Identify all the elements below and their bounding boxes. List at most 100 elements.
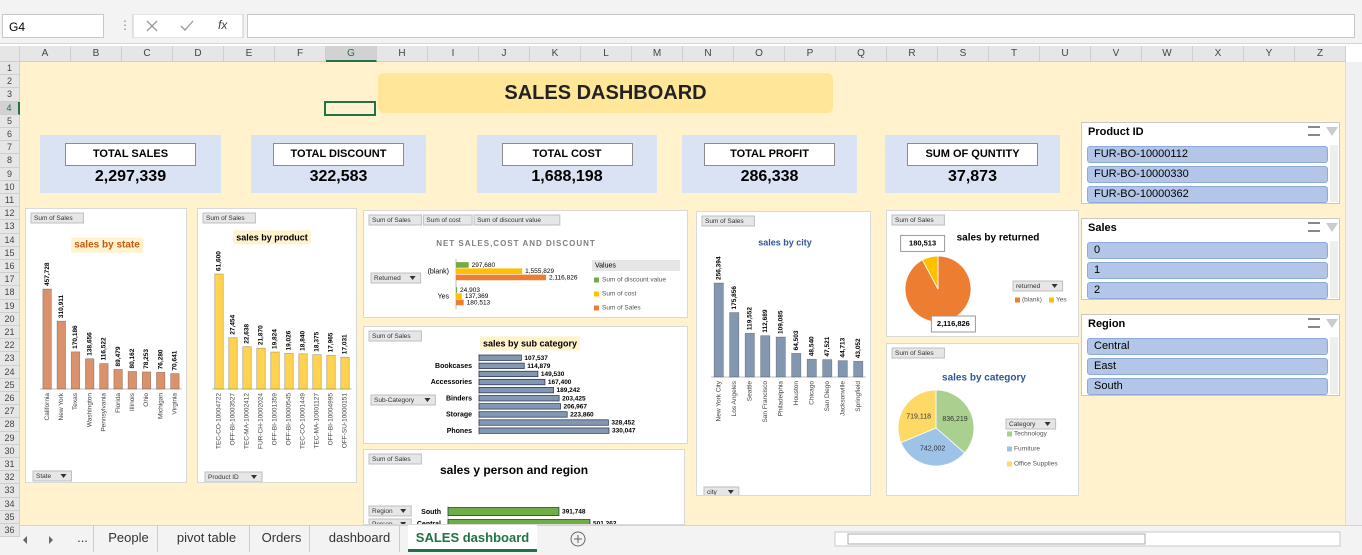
column-header[interactable]: M xyxy=(632,46,683,62)
filter-button[interactable] xyxy=(370,272,422,284)
row-header[interactable]: 33 xyxy=(0,484,20,498)
add-sheet[interactable] xyxy=(570,531,586,547)
sheet-tab[interactable]: SALES dashboard xyxy=(408,525,537,552)
row-header[interactable]: 13 xyxy=(0,220,20,234)
slicer-item[interactable]: 0 xyxy=(1087,242,1328,259)
column-header[interactable]: A xyxy=(20,46,71,62)
column-header[interactable]: D xyxy=(173,46,224,62)
row-header[interactable]: 26 xyxy=(0,392,20,406)
field-button[interactable] xyxy=(30,212,84,224)
row-header[interactable]: 18 xyxy=(0,286,20,300)
sheet-tab[interactable]: ... xyxy=(72,525,94,552)
row-header[interactable]: 31 xyxy=(0,458,20,472)
row-header[interactable]: 2 xyxy=(0,75,20,89)
row-header[interactable]: 21 xyxy=(0,326,20,340)
row-header[interactable]: 16 xyxy=(0,260,20,274)
column-header[interactable]: U xyxy=(1040,46,1091,62)
row-header[interactable]: 19 xyxy=(0,299,20,313)
column-header[interactable]: N xyxy=(683,46,734,62)
row-header[interactable]: 32 xyxy=(0,471,20,485)
field-button[interactable] xyxy=(701,215,755,227)
sheet-tab[interactable]: pivot table xyxy=(164,525,250,552)
slicer-scrollbar[interactable] xyxy=(1330,145,1338,202)
multi-select-icon[interactable] xyxy=(1308,222,1320,232)
field-button[interactable] xyxy=(891,214,945,226)
row-header[interactable]: 23 xyxy=(0,352,20,366)
column-header[interactable]: V xyxy=(1091,46,1142,62)
row-header[interactable]: 34 xyxy=(0,497,20,511)
filter-button[interactable] xyxy=(370,394,436,406)
select-all[interactable] xyxy=(0,46,20,62)
row-header[interactable]: 29 xyxy=(0,431,20,445)
slicer-item[interactable]: South xyxy=(1087,378,1328,395)
column-header[interactable]: J xyxy=(479,46,530,62)
column-header[interactable]: T xyxy=(989,46,1040,62)
cancel-icon[interactable] xyxy=(146,20,158,32)
row-header[interactable]: 1 xyxy=(0,62,20,76)
column-header[interactable]: Z xyxy=(1295,46,1346,62)
field-button[interactable] xyxy=(368,330,422,342)
row-header[interactable]: 14 xyxy=(0,233,20,247)
clear-filter-icon[interactable] xyxy=(1326,127,1338,136)
field-button[interactable] xyxy=(368,214,422,226)
row-header[interactable]: 6 xyxy=(0,128,20,142)
slicer-item[interactable]: FUR-BO-10000330 xyxy=(1087,166,1328,183)
row-header[interactable]: 27 xyxy=(0,405,20,419)
column-header[interactable]: Q xyxy=(836,46,887,62)
filter-button[interactable] xyxy=(32,470,72,482)
slicer-item[interactable]: 2 xyxy=(1087,282,1328,299)
row-header[interactable]: 22 xyxy=(0,339,20,353)
slicer-item[interactable]: FUR-BO-10000112 xyxy=(1087,146,1328,163)
column-header[interactable]: X xyxy=(1193,46,1244,62)
slicer-scrollbar[interactable] xyxy=(1330,337,1338,394)
filter-button[interactable] xyxy=(1012,280,1064,292)
column-header[interactable]: G xyxy=(326,46,377,62)
row-header[interactable]: 12 xyxy=(0,207,20,221)
row-header[interactable]: 5 xyxy=(0,114,20,128)
field-button[interactable] xyxy=(368,453,422,465)
row-header[interactable]: 9 xyxy=(0,167,20,181)
column-header[interactable]: R xyxy=(887,46,938,62)
multi-select-icon[interactable] xyxy=(1308,318,1320,328)
field-button[interactable] xyxy=(891,347,945,359)
clear-filter-icon[interactable] xyxy=(1326,319,1338,328)
clear-filter-icon[interactable] xyxy=(1326,223,1338,232)
column-header[interactable]: B xyxy=(71,46,122,62)
sheet-tab[interactable]: Orders xyxy=(254,525,310,552)
filter-button[interactable] xyxy=(204,471,263,482)
column-header[interactable]: E xyxy=(224,46,275,62)
row-header[interactable]: 30 xyxy=(0,444,20,458)
row-header[interactable]: 24 xyxy=(0,365,20,379)
row-header[interactable]: 17 xyxy=(0,273,20,287)
slicer-item[interactable]: FUR-BO-10000362 xyxy=(1087,186,1328,203)
row-header[interactable]: 7 xyxy=(0,141,20,155)
column-header[interactable]: P xyxy=(785,46,836,62)
column-header[interactable]: O xyxy=(734,46,785,62)
scroll-thumb[interactable] xyxy=(847,533,1146,545)
function-icon[interactable]: fx xyxy=(218,18,228,32)
row-header[interactable]: 3 xyxy=(0,88,20,102)
filter-button[interactable] xyxy=(1005,418,1057,430)
column-header[interactable]: S xyxy=(938,46,989,62)
row-header[interactable]: 35 xyxy=(0,510,20,524)
formula-input[interactable] xyxy=(247,14,1355,38)
row-header[interactable]: 11 xyxy=(0,194,20,208)
row-header[interactable]: 20 xyxy=(0,312,20,326)
filter-button[interactable] xyxy=(368,505,412,517)
column-header[interactable]: K xyxy=(530,46,581,62)
name-box[interactable]: G4 xyxy=(2,14,104,38)
filter-button[interactable] xyxy=(703,486,740,496)
vertical-scrollbar[interactable] xyxy=(1345,62,1362,525)
row-header[interactable]: 8 xyxy=(0,154,20,168)
row-header[interactable]: 28 xyxy=(0,418,20,432)
column-header[interactable]: C xyxy=(122,46,173,62)
column-header[interactable]: W xyxy=(1142,46,1193,62)
sheet-tab[interactable]: People xyxy=(100,525,158,552)
column-header[interactable]: I xyxy=(428,46,479,62)
row-header[interactable]: 36 xyxy=(0,524,20,538)
next-sheet[interactable] xyxy=(49,536,53,544)
prev-sheet[interactable] xyxy=(23,536,27,544)
sheet-tab[interactable]: dashboard xyxy=(320,525,400,552)
enter-icon[interactable] xyxy=(180,20,194,31)
slicer-item[interactable]: Central xyxy=(1087,338,1328,355)
